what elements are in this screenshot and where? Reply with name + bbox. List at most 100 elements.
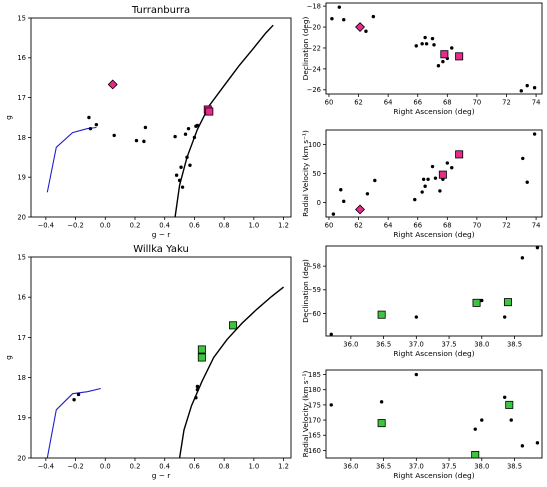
willka-yaku-rv-panel: 36.0 36.5 37.0 37.5 38.0 38.5 160 165 170 175 180 1… bbox=[301, 369, 543, 480]
willka-yaku-rv-point-square-2 bbox=[505, 400, 514, 409]
turranburra-radec-point-circle-17 bbox=[532, 86, 537, 90]
turranburra-rv-point-square-0 bbox=[438, 170, 447, 179]
turranburra-rv-point-circle-18 bbox=[532, 132, 537, 136]
turranburra-rv-point-circle-2 bbox=[342, 199, 346, 204]
willka-yaku-rv-xtick-label: 36.5 bbox=[376, 463, 391, 471]
willka-yaku-cmd-ytick-label: 20 bbox=[17, 454, 26, 462]
turranburra-rv-y-axis-label: Radial Velocity (km s⁻¹) bbox=[301, 130, 310, 217]
turranburra-cmd-point-circle-8 bbox=[174, 173, 179, 177]
turranburra-rv-panel: 60 62 64 66 68 70 72 74 0 50 100 Right Ascension (d… bbox=[301, 129, 543, 239]
turranburra-cmd-ytick-label: 19 bbox=[17, 174, 26, 182]
willka-yaku-cmd-curve-2 bbox=[46, 387, 101, 458]
willka-yaku-rv-xtick-label: 37.0 bbox=[409, 463, 424, 471]
turranburra-rv-point-circle-6 bbox=[420, 190, 424, 194]
turranburra-rv-point-circle-16 bbox=[521, 156, 525, 161]
willka-yaku-radec-xtick-label: 37.0 bbox=[409, 341, 424, 349]
turranburra-rv-xtick-label: 68 bbox=[443, 222, 452, 230]
turranburra-cmd-point-circle-14 bbox=[186, 126, 191, 131]
turranburra-radec-xtick-label: 64 bbox=[384, 99, 393, 107]
willka-yaku-cmd-point-square-2 bbox=[229, 321, 238, 330]
turranburra-rv-point-circle-15 bbox=[450, 166, 454, 170]
turranburra-radec-y-axis-label: Declination (deg) bbox=[301, 16, 310, 80]
willka-yaku-cmd-xtick-label: −0.4 bbox=[38, 463, 55, 471]
turranburra-rv-point-circle-12 bbox=[438, 189, 442, 193]
turranburra-radec-xtick-label: 72 bbox=[502, 99, 511, 107]
turranburra-rv-xtick-label: 64 bbox=[384, 222, 393, 230]
turranburra-cmd-point-diamond-0 bbox=[107, 79, 118, 90]
turranburra-radec-x-axis-label: Right Ascension (deg) bbox=[393, 107, 474, 116]
turranburra-rv-xtick-label: 62 bbox=[354, 222, 363, 230]
turranburra-cmd-point-circle-3 bbox=[88, 126, 93, 131]
turranburra-cmd-point-circle-18 bbox=[195, 123, 200, 128]
turranburra-cmd-x-axis-label: g − r bbox=[152, 230, 172, 239]
willka-yaku-cmd-x-axis-label: g − r bbox=[152, 471, 172, 480]
turranburra-cmd-ytick-label: 18 bbox=[17, 134, 26, 142]
willka-yaku-rv-xtick-label: 38.5 bbox=[507, 463, 522, 471]
willka-yaku-cmd-point-square-0 bbox=[197, 345, 206, 354]
willka-yaku-cmd-ytick-label: 15 bbox=[17, 253, 26, 261]
turranburra-radec-point-circle-5 bbox=[414, 44, 418, 48]
turranburra-cmd-xtick-label: 0.8 bbox=[219, 222, 230, 230]
turranburra-cmd-curve-4 bbox=[174, 24, 274, 217]
turranburra-cmd-point-circle-2 bbox=[112, 133, 116, 138]
willka-yaku-radec-point-circle-3 bbox=[502, 315, 507, 319]
willka-yaku-cmd-ytick-label: 16 bbox=[17, 294, 26, 302]
turranburra-rv-point-diamond-0 bbox=[355, 204, 365, 215]
turranburra-radec-frame bbox=[325, 2, 543, 95]
turranburra-radec-xtick-label: 66 bbox=[413, 99, 422, 107]
turranburra-cmd-panel: −0.4 −0.2 0.0 0.2 0.4 0.6 0.8 1.0 1.2 15 16 17 18 19 2… bbox=[4, 5, 292, 239]
willka-yaku-radec-panel: 36.0 36.5 37.0 37.5 38.0 38.5 −58 −59 −60 Right A… bbox=[301, 245, 543, 358]
willka-yaku-radec-point-square-2 bbox=[503, 298, 512, 307]
willka-yaku-cmd-ytick-label: 17 bbox=[17, 334, 26, 342]
willka-yaku-radec-ytick-label: −60 bbox=[307, 310, 321, 318]
willka-yaku-radec-xtick-label: 37.5 bbox=[441, 341, 456, 349]
turranburra-rv-point-circle-10 bbox=[430, 164, 435, 169]
turranburra-rv-x-axis-label: Right Ascension (deg) bbox=[393, 230, 474, 239]
turranburra-cmd-point-circle-5 bbox=[142, 139, 146, 144]
willka-yaku-rv-plot-area bbox=[329, 372, 540, 458]
willka-yaku-radec-point-square-0 bbox=[377, 310, 386, 319]
willka-yaku-radec-xtick-label: 36.0 bbox=[343, 341, 358, 349]
willka-yaku-cmd-point-square-1 bbox=[197, 353, 206, 362]
turranburra-rv-point-circle-0 bbox=[331, 212, 336, 216]
willka-yaku-radec-xtick-label: 38.5 bbox=[507, 341, 522, 349]
willka-yaku-rv-point-circle-1 bbox=[379, 400, 384, 404]
turranburra-radec-point-circle-11 bbox=[436, 64, 441, 68]
willka-yaku-rv-point-circle-2 bbox=[414, 372, 419, 377]
willka-yaku-rv-point-square-1 bbox=[471, 450, 480, 458]
willka-yaku-radec-x-axis-label: Right Ascension (deg) bbox=[393, 349, 474, 358]
turranburra-radec-xtick-label: 68 bbox=[443, 99, 452, 107]
turranburra-cmd-xtick-label: 0.4 bbox=[159, 222, 170, 230]
willka-yaku-cmd-ytick-label: 19 bbox=[17, 414, 26, 422]
willka-yaku-rv-xtick-label: 36.0 bbox=[343, 463, 358, 471]
turranburra-rv-point-circle-5 bbox=[413, 197, 417, 202]
turranburra-rv-point-circle-1 bbox=[339, 188, 343, 192]
willka-yaku-cmd-point-circle-3 bbox=[195, 387, 200, 392]
turranburra-radec-point-circle-15 bbox=[519, 89, 523, 93]
turranburra-rv-xtick-label: 66 bbox=[413, 222, 422, 230]
willka-yaku-rv-ytick-label: 180 bbox=[308, 386, 321, 394]
willka-yaku-radec-point-circle-5 bbox=[535, 246, 540, 250]
turranburra-cmd-point-circle-1 bbox=[94, 122, 99, 127]
turranburra-radec-plot-area bbox=[330, 5, 537, 93]
willka-yaku-radec-frame bbox=[325, 245, 543, 337]
turranburra-radec-point-circle-8 bbox=[424, 42, 429, 46]
turranburra-rv-plot-area bbox=[331, 132, 537, 216]
willka-yaku-radec-plot-area bbox=[329, 246, 540, 336]
turranburra-radec-point-circle-2 bbox=[342, 18, 346, 22]
turranburra-cmd-point-square-1 bbox=[205, 107, 214, 116]
turranburra-radec-ytick-label: −24 bbox=[307, 65, 321, 73]
willka-yaku-cmd-plot-area bbox=[46, 286, 285, 458]
willka-yaku-rv-frame bbox=[325, 369, 543, 459]
willka-yaku-rv-xtick-label: 37.5 bbox=[441, 463, 456, 471]
turranburra-cmd-point-circle-6 bbox=[143, 125, 148, 130]
willka-yaku-cmd-ytick-label: 18 bbox=[17, 374, 26, 382]
turranburra-radec-point-diamond-0 bbox=[355, 22, 365, 33]
turranburra-rv-xtick-label: 60 bbox=[325, 222, 334, 230]
willka-yaku-rv-ytick-label: 175 bbox=[308, 401, 321, 409]
willka-yaku-cmd-point-circle-2 bbox=[194, 396, 198, 400]
turranburra-cmd-y-axis-label: g bbox=[4, 115, 13, 120]
willka-yaku-cmd-xtick-label: 1.0 bbox=[248, 463, 259, 471]
willka-yaku-cmd-xtick-label: 0.2 bbox=[130, 463, 141, 471]
